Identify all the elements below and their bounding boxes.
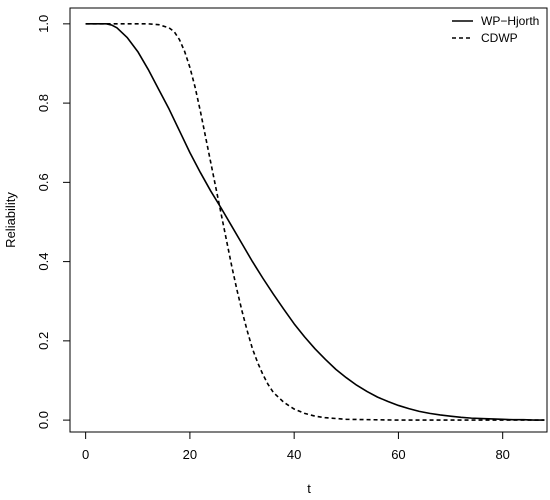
y-tick-label: 0.8 <box>36 94 51 112</box>
plot-frame <box>69 7 548 433</box>
legend: WP−Hjorth CDWP <box>452 14 539 45</box>
legend-label-cdwp: CDWP <box>481 31 518 45</box>
x-tick-label: 60 <box>391 447 405 462</box>
y-axis-label: Reliability <box>3 192 18 248</box>
series-line-cdwp <box>85 23 545 421</box>
x-tick-label: 80 <box>495 447 509 462</box>
y-tick-label: 0.0 <box>36 411 51 429</box>
y-tick-label: 0.4 <box>36 253 51 271</box>
y-tick-label: 0.2 <box>36 332 51 350</box>
series-line-wp-hjorth <box>85 23 545 421</box>
x-tick-label: 40 <box>287 447 301 462</box>
legend-label-wp-hjorth: WP−Hjorth <box>481 14 539 28</box>
x-tick-label: 20 <box>183 447 197 462</box>
y-tick-label: 0.6 <box>36 173 51 191</box>
y-tick-label: 1.0 <box>36 15 51 33</box>
x-tick-label: 0 <box>82 447 89 462</box>
x-axis-label: t <box>307 481 311 496</box>
